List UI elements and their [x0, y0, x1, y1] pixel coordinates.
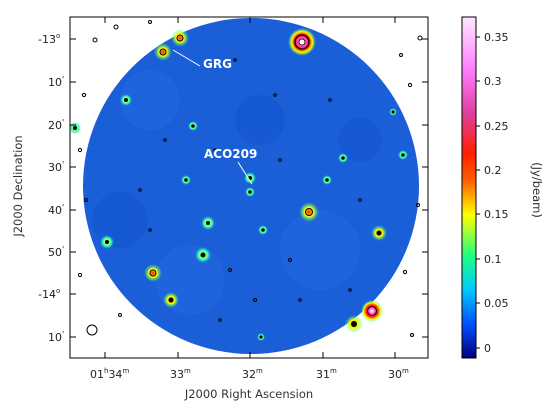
- x-tick-hours: 01: [90, 368, 104, 381]
- y-tick-minutes: 30: [48, 161, 62, 174]
- svg-text:0.1: 0.1: [484, 253, 502, 266]
- x-axis-tick-labels: 01h34m 33m 32m 31m 30m: [90, 367, 409, 381]
- svg-text:0.3: 0.3: [484, 75, 502, 88]
- svg-text:30': 30': [48, 160, 64, 174]
- grg-pointer-line: [172, 49, 201, 67]
- x-axis-title: J2000 Right Ascension: [184, 387, 313, 401]
- y-axis-title: J2000 Declination: [11, 135, 25, 237]
- y-axis-tick-labels: -13o 10' 20' 30' 40' 50' -14o 10': [38, 32, 64, 344]
- svg-text:0.2: 0.2: [484, 164, 502, 177]
- x-tick-minutes: 32: [242, 368, 256, 381]
- svg-text:50': 50': [48, 245, 64, 259]
- svg-text:10': 10': [48, 75, 64, 89]
- y-axis-ticks: [70, 38, 428, 338]
- svg-text:33m: 33m: [170, 367, 191, 381]
- svg-text:40': 40': [48, 203, 64, 217]
- svg-text:-14o: -14o: [38, 287, 60, 301]
- svg-text:30m: 30m: [388, 367, 409, 381]
- svg-text:01h34m: 01h34m: [90, 367, 129, 381]
- svg-text:0.05: 0.05: [484, 297, 509, 310]
- y-tick-minutes: 20: [48, 119, 62, 132]
- x-tick-minutes: 33: [170, 368, 184, 381]
- y-tick-minutes: 10: [48, 76, 62, 89]
- annotation-aco209: ACO209: [204, 147, 257, 161]
- svg-text:20': 20': [48, 118, 64, 132]
- svg-text:0: 0: [484, 342, 491, 355]
- plot-frame: [69, 16, 429, 359]
- colorbar-label: (Jy/beam): [530, 162, 544, 218]
- colorbar: [461, 16, 477, 359]
- y-tick-degrees: -14: [38, 288, 56, 301]
- y-tick-degrees: -13: [38, 33, 56, 46]
- y-tick-minutes: 50: [48, 246, 62, 259]
- y-tick-minutes: 40: [48, 204, 62, 217]
- y-tick-minutes: 10: [48, 331, 62, 344]
- svg-text:0.25: 0.25: [484, 120, 509, 133]
- contour-specks: [77, 20, 423, 337]
- svg-text:10': 10': [48, 330, 64, 344]
- svg-text:-13o: -13o: [38, 32, 60, 46]
- x-tick-minutes: 31: [316, 368, 330, 381]
- svg-text:0.35: 0.35: [484, 31, 509, 44]
- x-tick-minutes: 30: [388, 368, 402, 381]
- aco209-pointer-line: [237, 161, 253, 185]
- radio-sources: [70, 28, 408, 341]
- svg-text:31m: 31m: [316, 367, 337, 381]
- map-area: GRG ACO209: [70, 17, 428, 358]
- annotation-grg: GRG: [203, 57, 232, 71]
- colorbar-ticks: [476, 36, 480, 349]
- svg-text:0.15: 0.15: [484, 208, 509, 221]
- x-axis-ticks: [104, 17, 396, 358]
- svg-text:32m: 32m: [242, 367, 263, 381]
- x-tick-minutes: 34: [108, 368, 122, 381]
- primary-beam-disc: [83, 18, 419, 354]
- colorbar-tick-labels: 0.35 0.3 0.25 0.2 0.15 0.1 0.05 0: [484, 31, 509, 355]
